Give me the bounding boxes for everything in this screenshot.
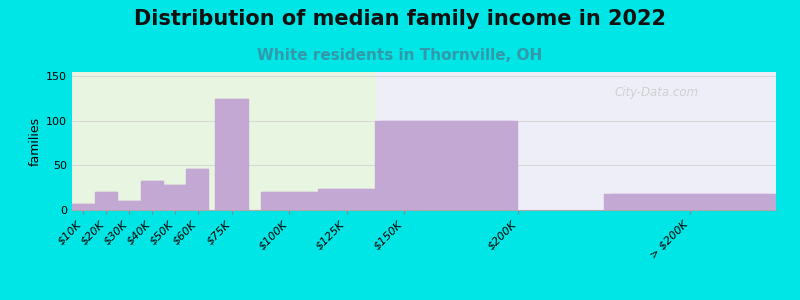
Bar xyxy=(261,192,318,210)
Bar xyxy=(375,72,776,210)
Bar xyxy=(611,194,769,210)
Y-axis label: families: families xyxy=(29,116,42,166)
Bar xyxy=(72,72,375,210)
Bar xyxy=(604,194,776,210)
Text: City-Data.com: City-Data.com xyxy=(614,86,698,99)
Text: Distribution of median family income in 2022: Distribution of median family income in … xyxy=(134,9,666,29)
Bar xyxy=(165,185,186,210)
Bar xyxy=(381,121,513,210)
Bar xyxy=(118,201,141,210)
Bar xyxy=(142,181,162,210)
Bar xyxy=(375,121,518,210)
Bar xyxy=(187,169,209,210)
Bar xyxy=(163,185,186,210)
Bar xyxy=(73,204,94,210)
Bar xyxy=(217,99,248,210)
Bar xyxy=(141,181,163,210)
Text: White residents in Thornville, OH: White residents in Thornville, OH xyxy=(258,48,542,63)
Bar xyxy=(118,201,140,210)
Bar xyxy=(263,192,316,210)
Bar xyxy=(215,99,250,210)
Bar xyxy=(96,192,117,210)
Bar xyxy=(95,192,118,210)
Bar xyxy=(72,204,95,210)
Bar xyxy=(186,169,210,210)
Bar xyxy=(318,189,375,210)
Bar xyxy=(321,189,373,210)
